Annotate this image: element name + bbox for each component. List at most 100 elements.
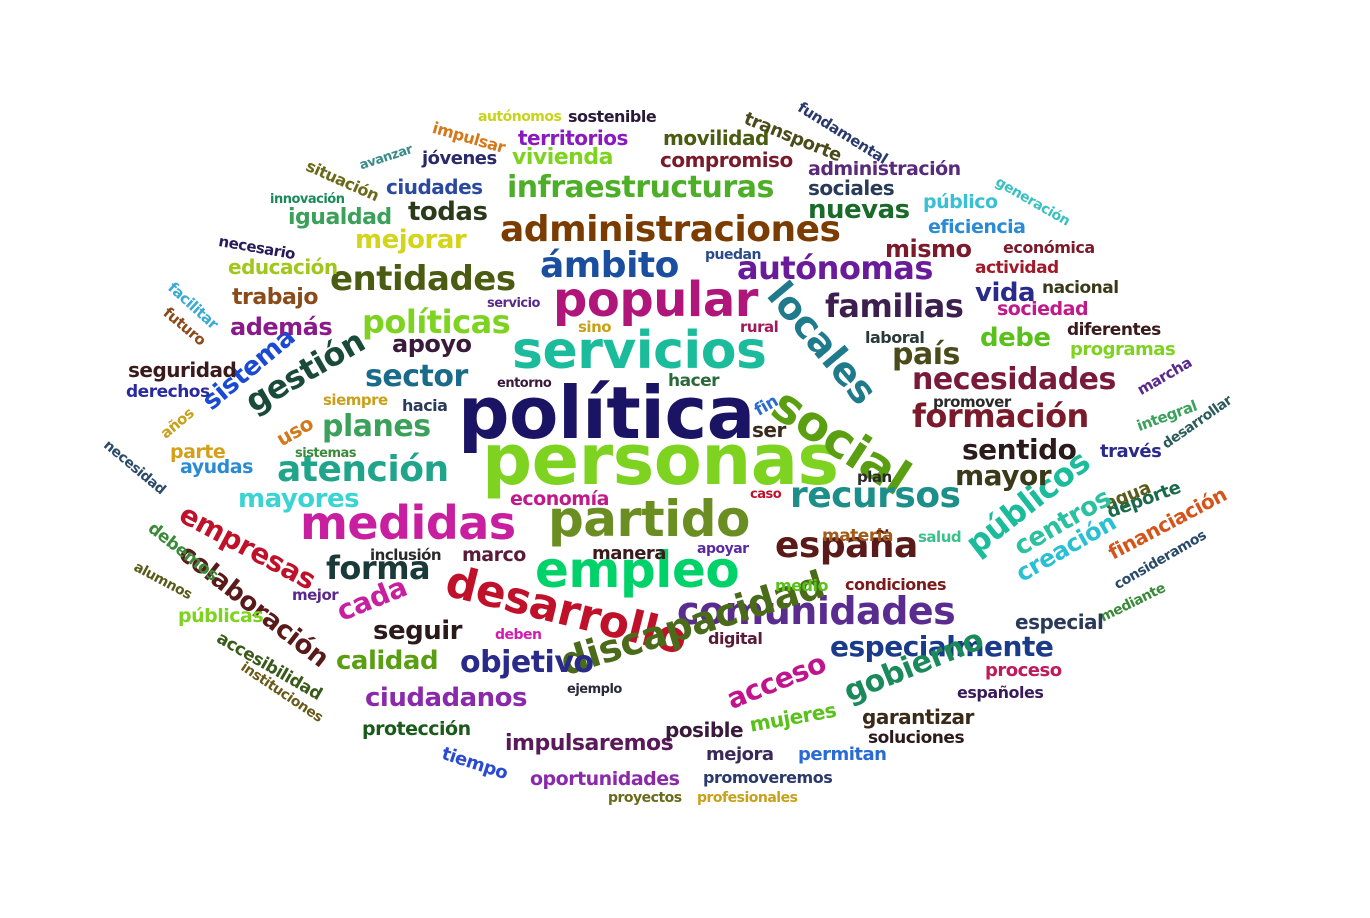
word-cloud-word: sector [365, 359, 468, 394]
word-cloud-word: promoveremos [703, 768, 833, 787]
word-cloud-word: empleo [535, 541, 740, 599]
word-cloud-word: uso [272, 411, 318, 452]
word-cloud-word: oportunidades [530, 768, 680, 790]
word-cloud-word: ejemplo [567, 682, 622, 697]
word-cloud-word: marco [462, 544, 526, 566]
word-cloud-word: ayudas [180, 456, 253, 478]
word-cloud-word: administración [808, 158, 961, 180]
word-cloud-word: autónomas [737, 249, 933, 287]
word-cloud-word: mayor [955, 459, 1052, 492]
word-cloud-word: manera [592, 543, 666, 564]
word-cloud-word: avanzar [357, 142, 415, 174]
word-cloud-word: público [923, 191, 998, 213]
word-cloud-word: ámbito [540, 245, 679, 286]
word-cloud-word: recursos [790, 475, 961, 516]
word-cloud-word: debe [980, 323, 1051, 353]
word-cloud-word: sostenible [568, 107, 657, 126]
word-cloud-word: derechos [126, 382, 210, 402]
word-cloud-word: digital [708, 629, 763, 648]
word-cloud-word: sociedad [997, 298, 1089, 320]
word-cloud-word: ciudades [386, 175, 483, 199]
word-cloud-word: servicios [512, 321, 767, 381]
word-cloud-word: necesidades [912, 362, 1116, 397]
word-cloud-word: igualdad [288, 205, 392, 230]
word-cloud-word: tiempo [439, 743, 511, 785]
word-cloud-word: mejor [292, 586, 339, 604]
word-cloud-word: diferentes [1067, 320, 1161, 340]
word-cloud-word: garantizar [862, 705, 974, 729]
word-cloud-word: objetivo [460, 645, 594, 680]
word-cloud-word: sistemas [295, 446, 357, 461]
word-cloud-word: mediante [1097, 580, 1168, 626]
word-cloud-word: inclusión [370, 546, 442, 564]
word-cloud-word: vida [975, 278, 1036, 308]
word-cloud-word: través [1100, 441, 1162, 462]
word-cloud-word: trabajo [232, 285, 318, 310]
word-cloud-word: calidad [336, 646, 439, 676]
word-cloud-word: españoles [957, 683, 1044, 702]
word-cloud-word: entorno [497, 376, 552, 391]
word-cloud-word: salud [918, 528, 962, 546]
word-cloud-word: deben [495, 627, 542, 643]
word-cloud-word: nuevas [808, 195, 910, 225]
word-cloud-word: hacer [668, 371, 720, 391]
word-cloud-word: seguridad [128, 358, 237, 382]
word-cloud-word: compromiso [660, 148, 793, 172]
word-cloud-word: puedan [705, 247, 761, 263]
word-cloud-word: formación [912, 397, 1089, 435]
word-cloud-word: autónomos [478, 109, 562, 125]
word-cloud-word: caso [750, 487, 782, 502]
word-cloud-word: sentido [962, 433, 1077, 466]
word-cloud-word: proyectos [608, 790, 682, 806]
word-cloud-word: vivienda [512, 145, 613, 170]
word-cloud-word: territorios [518, 126, 628, 150]
word-cloud-word: posible [665, 718, 744, 742]
word-cloud-word: años [156, 404, 198, 443]
word-cloud-word: económica [1003, 238, 1095, 257]
word-cloud-word: especial [1015, 610, 1104, 634]
word-cloud-word: ciudadanos [365, 683, 528, 713]
word-cloud-word: entidades [330, 259, 516, 299]
word-cloud-word: sino [578, 318, 612, 336]
word-cloud-word: actividad [975, 258, 1059, 278]
word-cloud-word: permitan [798, 744, 887, 765]
word-cloud-word: apoyo [392, 330, 472, 358]
word-cloud-word: necesidad [100, 437, 169, 498]
word-cloud-word: partido [548, 490, 750, 548]
word-cloud-word: mejorar [355, 225, 467, 255]
word-cloud-word: rural [740, 318, 779, 336]
word-cloud-word: profesionales [697, 790, 798, 806]
word-cloud-word: mayores [238, 484, 360, 514]
word-cloud-word: educación [228, 255, 338, 279]
word-cloud-word: administraciones [500, 209, 841, 250]
word-cloud-word: especialmente [830, 630, 1054, 663]
word-cloud-word: plan [857, 468, 892, 486]
word-cloud-word: comunidades [677, 589, 956, 633]
word-cloud-word: protección [362, 718, 471, 740]
word-cloud-word: hacia [402, 396, 448, 415]
word-cloud-word: parte [170, 441, 226, 463]
word-cloud-word: públicas [178, 605, 264, 627]
word-cloud-word: nacional [1042, 278, 1119, 298]
word-cloud-word: materia [822, 526, 894, 546]
word-cloud-word: atención [277, 449, 449, 490]
word-cloud-word: popular [553, 272, 758, 328]
word-cloud-word: familias [825, 287, 964, 325]
word-cloud-word: mismo [885, 235, 972, 263]
word-cloud-word: españa [775, 525, 918, 566]
word-cloud-word: seguir [373, 616, 462, 646]
word-cloud-word: marcha [1134, 353, 1195, 399]
word-cloud-word: personas [482, 419, 839, 501]
word-cloud-word: innovación [270, 192, 345, 207]
word-cloud-word: promover [933, 393, 1011, 411]
word-cloud-word: impulsaremos [505, 731, 674, 756]
word-cloud-word: apoyar [697, 541, 749, 557]
word-cloud-word: ser [752, 418, 786, 442]
word-cloud-word: políticas [362, 303, 511, 341]
word-cloud-word: mujeres [747, 697, 838, 737]
word-cloud-word: soluciones [868, 728, 965, 748]
word-cloud-word: infraestructuras [507, 170, 774, 205]
word-cloud-word: movilidad [663, 126, 769, 150]
word-cloud-word: todas [408, 197, 488, 227]
